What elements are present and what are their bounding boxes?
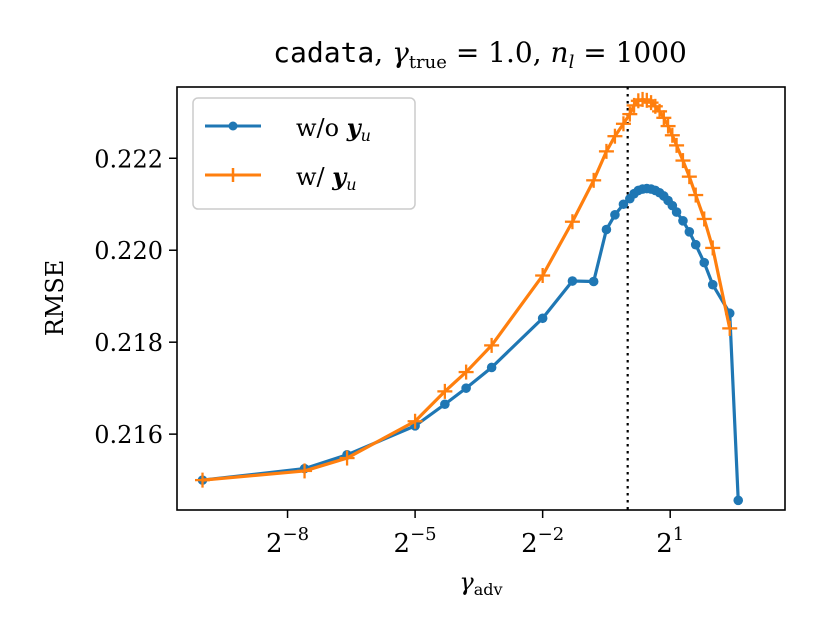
x-tick-label: 2−2 [521,524,564,559]
chart-title: cadata, γtrue = 1.0, nl = 1000 [273,36,687,73]
x-tick-label: 2−5 [394,524,437,559]
data-point [610,210,620,220]
data-point [339,450,355,466]
data-point [656,110,672,126]
y-tick-label: 0.222 [94,145,163,173]
x-tick-label: 2−8 [266,524,309,559]
data-point [684,227,695,237]
data-point [484,337,500,353]
data-point [678,215,688,226]
data-point [669,137,685,153]
data-point [586,172,602,188]
data-point [601,224,612,235]
data-point [598,143,614,159]
data-point [535,268,551,284]
data-point [664,127,680,143]
data-point [618,199,629,210]
data-point [690,239,701,250]
data-point [681,169,697,185]
plot-frame [176,86,786,511]
legend-marker-w [226,168,240,182]
data-point [588,276,599,287]
data-point [622,106,638,122]
data-point [297,463,313,479]
data-point [564,214,580,230]
data-point [696,211,712,227]
data-point [437,383,453,399]
data-point [675,153,691,169]
data-point [607,128,623,144]
data-point [722,320,738,336]
legend: w/o yu w/ yu [192,97,416,210]
data-point [671,207,682,217]
y-axis-label: RMSE [41,260,69,337]
legend-label-w: w/ yu [296,162,357,194]
data-point [461,383,471,393]
data-point [567,276,578,286]
x-axis-label: γadv [459,568,502,599]
data-point [699,257,710,268]
legend-label-wo: w/o yu [296,113,371,145]
data-point [458,364,474,380]
data-point [486,362,497,373]
y-tick-label: 0.216 [94,421,163,449]
y-tick-label: 0.220 [94,237,163,265]
data-point [733,495,744,506]
data-point [705,240,721,256]
data-point [407,413,423,429]
data-point [615,116,631,132]
x-tick-label: 21 [656,524,684,559]
data-point [707,279,718,290]
data-point [660,118,676,134]
data-point [195,472,211,488]
y-tick-label: 0.218 [94,329,163,357]
data-point [688,187,704,203]
legend-marker-wo [228,121,238,131]
data-point [537,313,548,324]
data-point [440,399,450,410]
